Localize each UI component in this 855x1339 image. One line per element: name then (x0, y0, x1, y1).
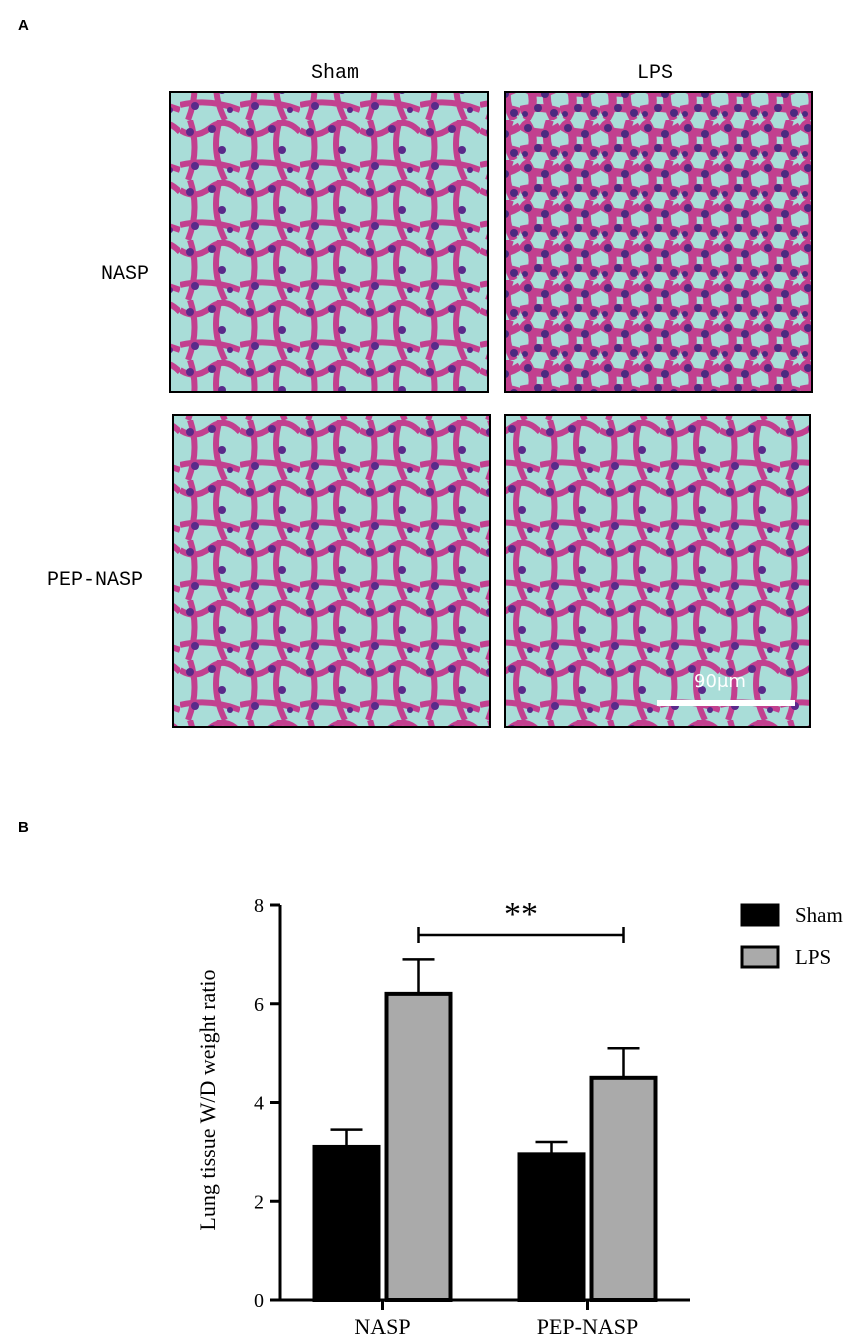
bar (589, 1075, 658, 1302)
scale-label: 90μm (694, 671, 746, 692)
histology-image (172, 414, 491, 728)
row-label: NASP (101, 263, 149, 286)
annotation: ** (504, 896, 538, 933)
column-label: Sham (311, 62, 359, 85)
panel-label: B (18, 819, 29, 836)
column-label: LPS (637, 62, 673, 85)
row-label: PEP-NASP (47, 569, 143, 592)
y-tick-label: 6 (254, 994, 264, 1016)
legend-label: LPS (795, 945, 831, 969)
y-tick-label: 0 (254, 1290, 264, 1312)
histology-image (504, 91, 813, 393)
y-tick-label: 8 (254, 895, 264, 917)
bar (517, 1152, 586, 1302)
legend-swatch (740, 945, 780, 969)
y-tick-label: 4 (254, 1093, 264, 1115)
bar (312, 1144, 381, 1302)
histology-image (169, 91, 489, 393)
panel-label: A (18, 17, 29, 34)
bar (384, 991, 453, 1302)
x-tick-label: NASP (354, 1314, 410, 1339)
y-axis-label: Lung tissue W/D weight ratio (195, 969, 220, 1230)
x-tick-label: PEP-NASP (537, 1314, 638, 1339)
y-tick-label: 2 (254, 1191, 264, 1213)
legend-label: Sham (795, 903, 843, 927)
legend-swatch (740, 903, 780, 927)
histology-image (504, 414, 811, 728)
